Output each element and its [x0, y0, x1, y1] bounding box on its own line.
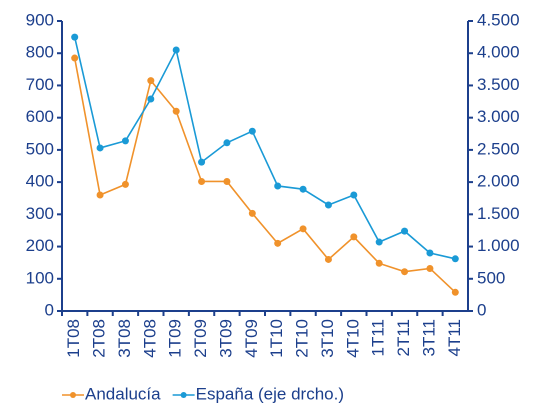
series-line [73, 57, 456, 293]
data-point [324, 255, 332, 263]
y2-tick-label: 4.500 [477, 10, 520, 29]
x-tick-label: 2T11 [394, 319, 413, 357]
data-point [198, 177, 206, 185]
y-tick-label: 200 [26, 236, 54, 255]
x-tick-label: 1T08 [64, 319, 83, 358]
x-tick-label: 1T11 [369, 319, 388, 357]
y-tick-label: 300 [26, 204, 54, 223]
data-point [350, 233, 358, 241]
data-point [274, 239, 282, 247]
data-point [121, 180, 129, 188]
x-tick-label: 1T09 [166, 319, 185, 358]
data-point [451, 255, 459, 263]
y-tick-label: 500 [26, 139, 54, 158]
y2-tick-label: 2.000 [477, 172, 520, 191]
data-point [248, 209, 256, 217]
data-point [299, 185, 307, 193]
data-point [71, 54, 79, 62]
y-tick-label: 600 [26, 107, 54, 126]
y-tick-label: 900 [26, 10, 54, 29]
data-point [248, 127, 256, 135]
x-tick-label: 1T10 [267, 319, 286, 358]
data-point [375, 238, 383, 246]
y2-tick-label: 1.000 [477, 236, 520, 255]
y-tick-label: 700 [26, 75, 54, 94]
x-tick-label: 4T10 [343, 319, 362, 358]
legend-label: España (eje drcho.) [196, 384, 344, 403]
y-tick-label: 800 [26, 43, 54, 62]
legend-item: Andalucía [62, 384, 161, 403]
x-tick-label: 3T10 [318, 319, 337, 358]
legend-marker [70, 392, 76, 398]
x-tick-label: 2T08 [90, 319, 109, 358]
data-point [71, 33, 79, 41]
x-tick-label: 2T09 [191, 319, 210, 358]
data-point [375, 259, 383, 267]
data-point [198, 158, 206, 166]
data-point [121, 137, 129, 145]
x-tick-label: 4T09 [242, 319, 261, 358]
x-tick-label: 3T09 [216, 319, 235, 358]
data-point [223, 139, 231, 147]
data-point [172, 46, 180, 54]
y-tick-label: 100 [26, 268, 54, 287]
legend-label: Andalucía [85, 384, 161, 403]
data-point [274, 182, 282, 190]
data-point [401, 227, 409, 235]
data-point [350, 191, 358, 199]
data-point [96, 191, 104, 199]
x-tick-label: 4T08 [140, 319, 159, 358]
x-tick-label: 3T08 [115, 319, 134, 358]
data-point [147, 95, 155, 103]
data-point [401, 268, 409, 276]
legend-item: España (eje drcho.) [172, 384, 344, 403]
x-tick-label: 2T10 [293, 319, 312, 358]
data-point [96, 144, 104, 152]
y2-tick-label: 500 [477, 268, 505, 287]
data-point [299, 225, 307, 233]
y2-tick-label: 3.000 [477, 107, 520, 126]
y-tick-label: 0 [45, 300, 54, 319]
data-point [147, 77, 155, 85]
series-line [73, 36, 456, 260]
legend-marker [180, 392, 187, 398]
y2-tick-label: 2.500 [477, 139, 520, 158]
x-tick-label: 4T11 [445, 319, 464, 357]
data-point [324, 201, 332, 209]
y-tick-label: 400 [26, 172, 54, 191]
x-tick-label: 3T11 [419, 319, 438, 357]
y2-tick-label: 0 [477, 300, 486, 319]
data-point [223, 177, 231, 185]
data-point [426, 249, 434, 257]
y2-tick-label: 4.000 [477, 43, 520, 62]
data-point [426, 264, 434, 272]
y2-tick-label: 1.500 [477, 204, 520, 223]
data-point [172, 107, 180, 115]
data-point [451, 288, 459, 296]
y2-tick-label: 3.500 [477, 75, 520, 94]
